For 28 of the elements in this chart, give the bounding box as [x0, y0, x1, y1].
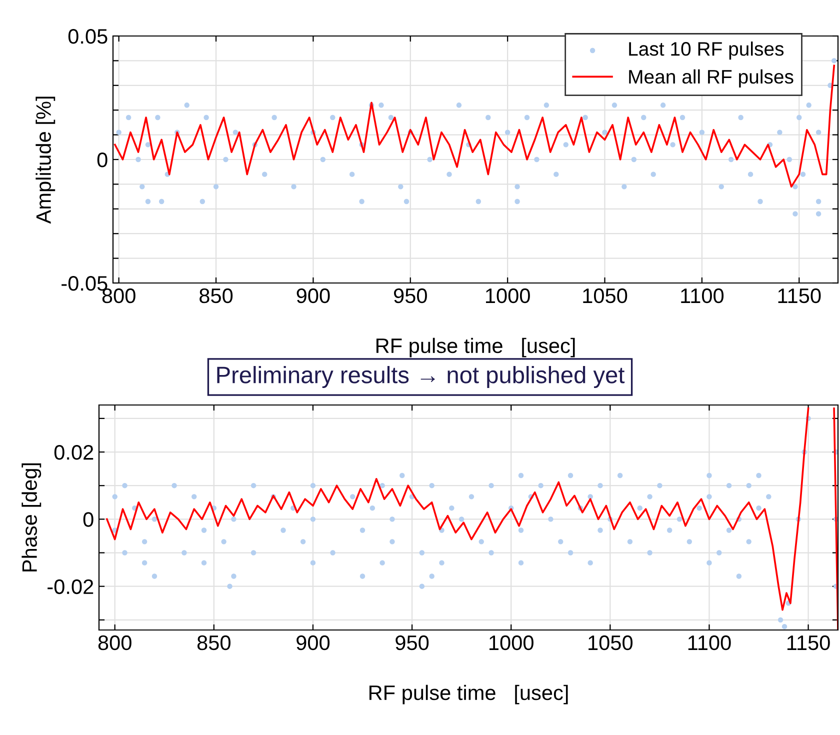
x-tick-label: 1050 [583, 288, 628, 304]
x-tick-label: 1150 [778, 288, 821, 304]
x-tick-label: 900 [296, 288, 330, 304]
x-axis-title: RF pulse time [usec] [369, 684, 568, 704]
x-tick-label: 850 [197, 635, 230, 650]
y-tick-label: -0.02 [48, 579, 94, 594]
y-tick-label: 0.05 [68, 29, 108, 44]
x-axis-title: RF pulse time [usec] [376, 338, 575, 358]
y-tick-label: 0 [83, 512, 94, 527]
y-tick-label: 0.02 [54, 445, 94, 460]
legend-label: Last 10 RF pulses [629, 42, 784, 60]
x-tick-label: 800 [98, 635, 132, 650]
text: Preliminary results → not published yet [217, 366, 625, 388]
x-tick-label: 850 [200, 288, 233, 304]
x-tick-label: 950 [396, 635, 429, 650]
x-tick-label: 950 [394, 288, 427, 304]
x-tick-label: 1100 [681, 288, 724, 304]
y-tick-label: 0 [97, 152, 108, 168]
x-tick-label: 1050 [588, 635, 633, 650]
x-tick-label: 1150 [787, 635, 830, 650]
y-axis-title: Amplitude [%] [36, 96, 56, 224]
y-axis-title: Phase [deg] [22, 463, 42, 572]
line-series [114, 64, 836, 188]
x-tick-label: 1100 [688, 635, 731, 650]
legend-label: Mean all RF pulses [629, 69, 794, 88]
x-tick-label: 1000 [486, 288, 530, 304]
x-tick-label: 900 [296, 635, 330, 650]
x-tick-label: 1000 [490, 635, 534, 650]
